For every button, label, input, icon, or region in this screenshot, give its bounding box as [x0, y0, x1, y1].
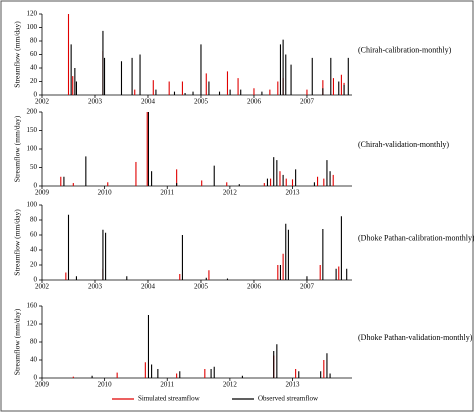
y-tick-label: 50 [30, 163, 38, 171]
y-tick-label: 0 [34, 91, 38, 99]
x-tick-label: 2006 [247, 283, 262, 291]
x-tick-label: 2013 [286, 189, 301, 197]
annotation: (Dhoke Pathan-validation-monthly) [358, 333, 473, 342]
x-tick-label: 2012 [223, 381, 238, 389]
annotation: (Chirah-calibration-monthly) [358, 45, 452, 54]
x-tick-label: 2002 [35, 283, 50, 291]
y-axis-label: Streamflow (mm/day) [13, 209, 22, 276]
y-tick-label: 100 [27, 23, 38, 31]
y-tick-label: 160 [27, 302, 38, 310]
y-tick-label: 0 [34, 182, 38, 190]
annotation: (Chirah-validation-monthly) [358, 140, 449, 149]
y-tick-label: 60 [30, 50, 38, 58]
y-tick-label: 40 [30, 246, 38, 254]
y-tick-label: 120 [27, 320, 38, 328]
x-tick-label: 2007 [300, 283, 315, 291]
y-tick-label: 60 [30, 231, 38, 239]
legend: Simulated streamflow Observed streamflow [112, 395, 319, 403]
panel: 0 40 80 120 160 2009 2010 2011 2012 2013 Streamflo… [13, 302, 473, 389]
y-tick-label: 0 [34, 276, 38, 284]
y-tick-label: 120 [27, 10, 38, 18]
y-tick-label: 80 [30, 216, 38, 224]
x-tick-label: 2011 [160, 381, 174, 389]
legend-label: Simulated streamflow [138, 395, 201, 403]
x-tick-label: 2005 [194, 98, 209, 106]
x-tick-label: 2011 [160, 189, 174, 197]
y-tick-label: 40 [30, 64, 38, 72]
y-axis-label: Streamflow (mm/day) [13, 21, 22, 88]
y-tick-label: 0 [34, 374, 38, 382]
y-tick-label: 80 [30, 37, 38, 45]
x-tick-label: 2002 [35, 98, 50, 106]
x-tick-label: 2003 [88, 98, 103, 106]
y-axis-label: Streamflow (mm/day) [13, 115, 22, 182]
x-tick-label: 2010 [98, 189, 113, 197]
x-tick-label: 2006 [247, 98, 262, 106]
annotation: (Dhoke Pathan-calibration-monthly) [358, 234, 474, 243]
x-tick-label: 2010 [98, 381, 113, 389]
x-tick-label: 2004 [141, 283, 156, 291]
x-tick-label: 2009 [35, 381, 50, 389]
x-tick-label: 2009 [35, 189, 50, 197]
x-tick-label: 2013 [286, 381, 301, 389]
y-tick-label: 100 [27, 145, 38, 153]
legend-label: Observed streamflow [258, 395, 319, 403]
y-tick-label: 80 [30, 338, 38, 346]
x-tick-label: 2003 [88, 283, 103, 291]
y-tick-label: 150 [27, 126, 38, 134]
y-tick-label: 20 [30, 77, 38, 85]
x-tick-label: 2005 [194, 283, 209, 291]
y-axis-label: Streamflow (mm/day) [13, 308, 22, 375]
panel: 0 50 100 150 200 2009 2010 2011 2012 2013 Streamfl… [13, 108, 450, 197]
y-tick-label: 20 [30, 261, 38, 269]
y-tick-label: 40 [30, 356, 38, 364]
x-tick-label: 2004 [141, 98, 156, 106]
panel: 0 20 40 60 80 100 120 2002 2003 2004 2005 2006 2007 S… [13, 10, 452, 106]
panel: 0 20 40 60 80 100 2002 2003 2004 2005 2006 2007 Stre… [13, 201, 474, 291]
y-tick-label: 100 [27, 201, 38, 209]
x-tick-label: 2012 [223, 189, 238, 197]
x-tick-label: 2007 [300, 98, 315, 106]
y-tick-label: 200 [27, 108, 38, 116]
